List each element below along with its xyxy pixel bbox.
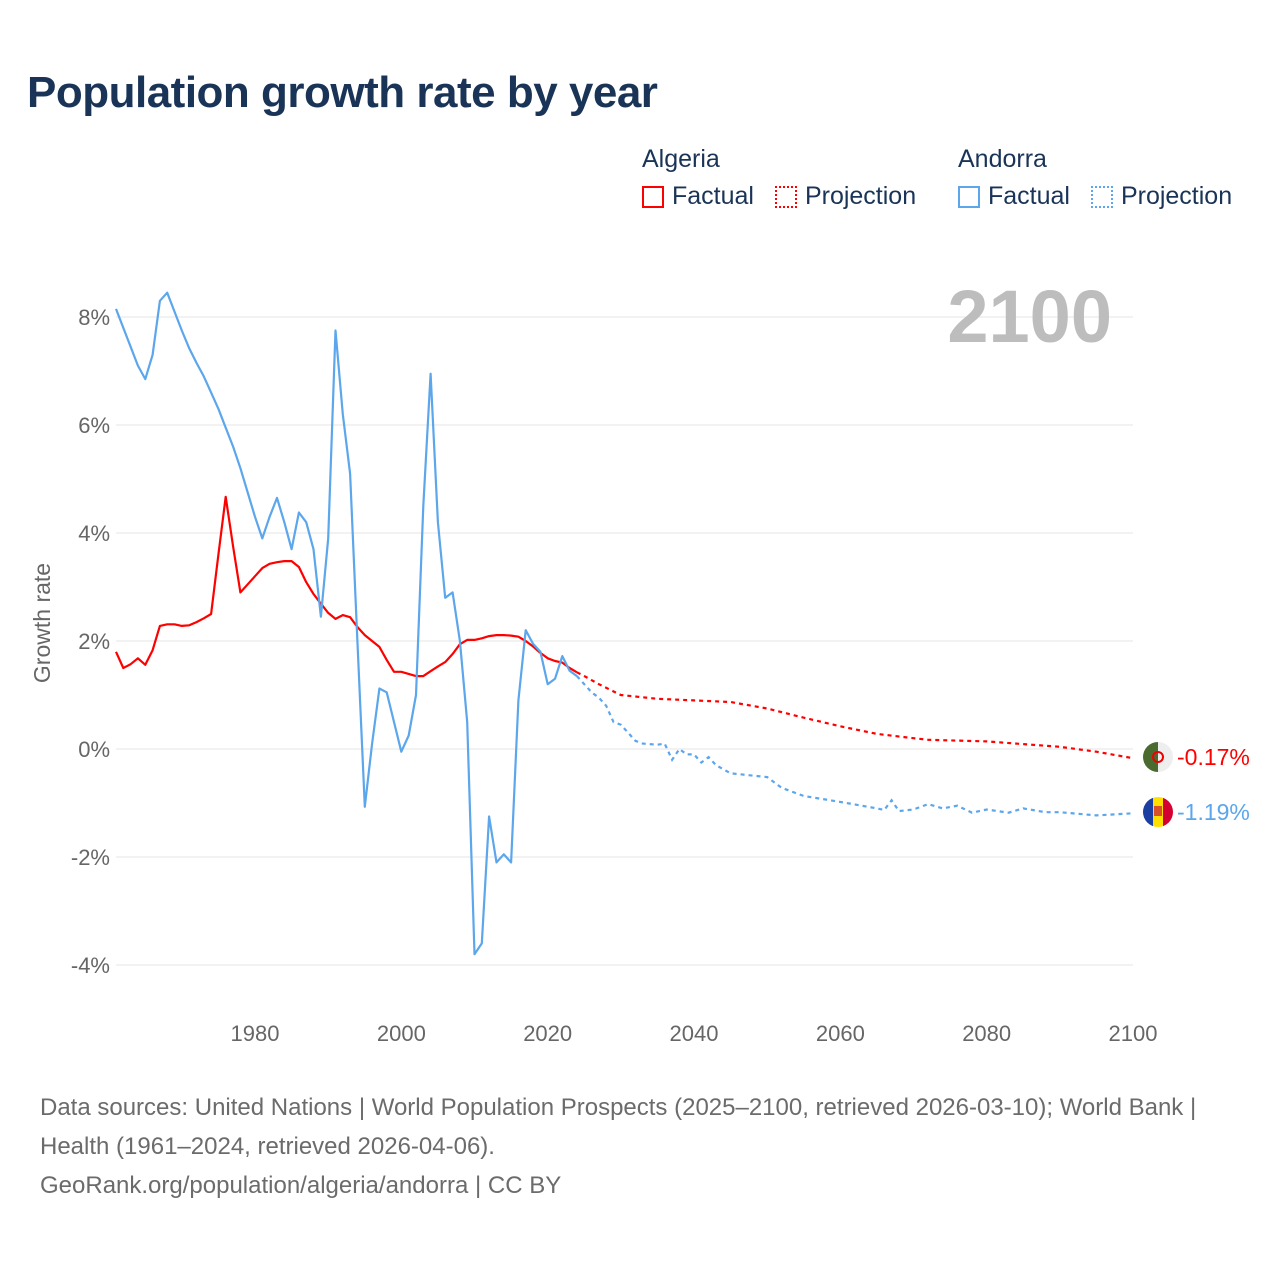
legend-label: Projection (804, 182, 917, 210)
algeria-flag-icon (1143, 742, 1173, 772)
legend-andorra-projection[interactable]: Projection (1090, 182, 1233, 211)
andorra-projection-line (576, 675, 1134, 817)
footer: Data sources: United Nations | World Pop… (40, 1088, 1240, 1205)
y-tick-label: -2% (71, 845, 110, 870)
y-tick-label: 0% (78, 737, 110, 762)
dotted-swatch-icon (1090, 185, 1113, 208)
data-sources: Data sources: United Nations | World Pop… (40, 1094, 1197, 1160)
x-tick-label: 2060 (816, 1021, 865, 1046)
chart-title: Population growth rate by year (27, 68, 658, 117)
legend-algeria-factual[interactable]: Factual (642, 182, 754, 211)
algeria-end-label: -0.17% (1177, 744, 1250, 770)
y-tick-label: 2% (78, 629, 110, 654)
algeria-projection-line (576, 671, 1134, 760)
credit-link[interactable]: GeoRank.org/population/algeria/andorra |… (40, 1172, 562, 1199)
x-tick-label: 2000 (377, 1021, 426, 1046)
x-tick-label: 2080 (962, 1021, 1011, 1046)
x-tick-label: 1980 (231, 1021, 280, 1046)
legend-group-label: Algeria (642, 145, 720, 173)
dotted-swatch-icon (774, 185, 797, 208)
legend-group-label: Andorra (958, 145, 1047, 173)
solid-swatch-icon (642, 185, 664, 208)
y-tick-label: 4% (78, 521, 110, 546)
andorra-factual-line (114, 291, 578, 956)
legend-group-andorra: Andorra Factual Projection (958, 145, 1232, 215)
y-tick-label: 8% (78, 305, 110, 330)
legend-label: Projection (1120, 182, 1233, 210)
legend-algeria-projection[interactable]: Projection (774, 182, 917, 211)
y-tick-label: -4% (71, 953, 110, 978)
x-tick-label: 2020 (523, 1021, 572, 1046)
andorra-end-label: -1.19% (1177, 799, 1250, 825)
y-tick-label: 6% (78, 413, 110, 438)
legend-andorra-factual[interactable]: Factual (958, 182, 1070, 211)
andorra-flag-icon (1143, 797, 1173, 827)
x-tick-label: 2040 (670, 1021, 719, 1046)
legend-group-algeria: Algeria Factual Projection (642, 145, 930, 215)
line-chart: 8% 6% 4% 2% 0% -2% -4% 1980 2000 2020 2040 2060 2080… (29, 275, 1250, 1046)
year-indicator: 2100 (947, 275, 1112, 358)
solid-swatch-icon (958, 185, 980, 208)
legend-label: Factual (988, 182, 1070, 210)
algeria-factual-line (114, 495, 578, 678)
y-axis-label: Growth rate (29, 563, 55, 683)
x-tick-label: 2100 (1109, 1021, 1158, 1046)
legend-label: Factual (672, 182, 754, 210)
